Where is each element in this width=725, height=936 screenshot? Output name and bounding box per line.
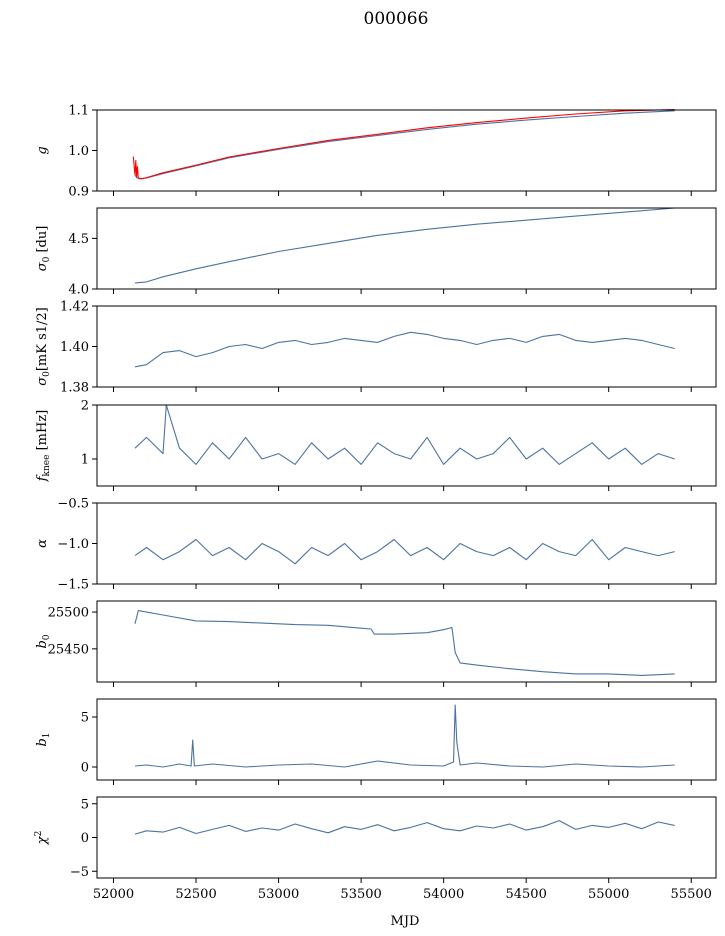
y-tick-label: 25500 — [48, 606, 89, 621]
panel-frame-chi2 — [96, 796, 717, 879]
series-line-alpha-0 — [134, 538, 675, 565]
panel-frame-fknee — [96, 404, 717, 487]
y-tick-label: −1.0 — [57, 537, 89, 552]
panel-alpha: −1.5 −1.0 −0.5 α — [35, 497, 717, 593]
panel-g: 0.9 1.0 1.1 g — [35, 104, 717, 200]
y-axis-label-alpha: α — [35, 539, 50, 548]
y-tick-label: 1.42 — [60, 300, 89, 315]
panel-chi2: −5 0 5 52000 52500 53000 53500 54000 54500 55000 5… — [34, 796, 717, 902]
series-line-g-0 — [134, 110, 675, 180]
series-line-g-1 — [132, 109, 675, 180]
panels: 0.9 1.0 1.1 g 4.0 4.5 σ0 [du] 1.38 1.40 1.42 σ0[mK… — [34, 104, 717, 902]
y-tick-label: 0 — [81, 761, 89, 776]
panel-b1: 0 5 b1 — [35, 698, 717, 785]
x-tick-label: 53000 — [258, 887, 299, 902]
series-line-fknee-0 — [134, 404, 675, 465]
panel-frame-b1 — [96, 698, 717, 781]
x-tick-label: 55000 — [588, 887, 629, 902]
y-tick-label: −1.5 — [57, 578, 89, 593]
panel-fknee: 1 2 fknee [mHz] — [35, 399, 717, 491]
y-tick-label: 1.1 — [68, 104, 89, 119]
x-axis-label: MJD — [391, 914, 420, 929]
x-tick-label: 53500 — [340, 887, 381, 902]
panel-frame-g — [96, 109, 717, 192]
y-tick-label: 2 — [81, 399, 89, 414]
y-axis-label-g: g — [35, 146, 50, 154]
panel-sigma0_mk: 1.38 1.40 1.42 σ0[mK s1/2] — [35, 300, 717, 396]
y-tick-label: 1.38 — [60, 381, 89, 396]
x-tick-label: 54000 — [423, 887, 464, 902]
y-tick-label: 1.40 — [60, 340, 89, 355]
y-axis-label-chi2: χ2 — [34, 831, 50, 846]
x-tick-label: 54500 — [505, 887, 546, 902]
series-line-sigma0_mk-0 — [134, 331, 675, 368]
panel-sigma0: 4.0 4.5 σ0 [du] — [35, 207, 717, 298]
y-axis-label-sigma0: σ0 [du] — [35, 226, 52, 272]
y-axis-label-fknee: fknee [mHz] — [35, 410, 52, 483]
y-axis-label-sigma0_mk: σ0[mK s1/2] — [35, 307, 52, 386]
panel-frame-b0 — [96, 600, 717, 683]
panel-frame-sigma0 — [96, 207, 717, 290]
y-axis-label-b0: b0 — [35, 634, 52, 648]
y-tick-label: −5 — [70, 865, 89, 880]
series-line-b1-0 — [134, 704, 675, 768]
y-tick-label: 4.0 — [68, 283, 89, 298]
y-tick-label: 0.9 — [68, 185, 89, 200]
panel-b0: 25450 25500 b0 — [35, 600, 717, 687]
series-line-sigma0-0 — [134, 207, 675, 284]
x-tick-label: 52500 — [175, 887, 216, 902]
y-tick-label: 1 — [81, 453, 89, 468]
x-tick-label: 55500 — [671, 887, 712, 902]
x-tick-label: 52000 — [93, 887, 134, 902]
figure-title: 000066 — [364, 9, 429, 29]
y-tick-label: 0 — [81, 831, 89, 846]
y-tick-label: 5 — [81, 797, 89, 812]
panel-frame-sigma0_mk — [96, 305, 717, 388]
y-tick-label: 25450 — [48, 642, 89, 657]
y-tick-label: 1.0 — [68, 144, 89, 159]
y-axis-label-b1: b1 — [35, 732, 52, 746]
y-tick-label: −0.5 — [57, 497, 89, 512]
series-line-chi2-0 — [134, 820, 675, 835]
series-line-b0-0 — [134, 610, 675, 676]
y-tick-label: 4.5 — [68, 232, 89, 247]
y-tick-label: 5 — [81, 711, 89, 726]
